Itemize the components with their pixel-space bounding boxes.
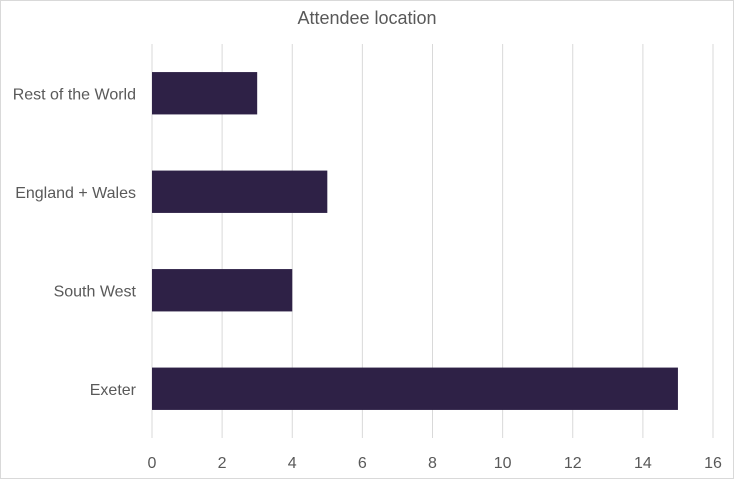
x-tick-label-14: 14 xyxy=(634,455,652,472)
category-label-exeter: Exeter xyxy=(90,382,137,399)
x-tick-label-8: 8 xyxy=(428,455,437,472)
x-tick-label-10: 10 xyxy=(494,455,512,472)
x-tick-label-12: 12 xyxy=(564,455,582,472)
x-tick-label-16: 16 xyxy=(704,455,722,472)
bar-england-wales xyxy=(152,170,328,213)
category-label-rest-of-the-world: Rest of the World xyxy=(13,86,136,103)
category-label-england-wales: England + Wales xyxy=(15,185,136,202)
category-label-south-west: South West xyxy=(54,283,137,300)
x-axis-tick-labels: 0 2 4 6 8 10 12 14 16 xyxy=(148,455,722,472)
bar-exeter xyxy=(152,367,678,410)
x-tick-label-4: 4 xyxy=(288,455,297,472)
x-tick-label-2: 2 xyxy=(218,455,227,472)
bar-south-west xyxy=(152,269,293,312)
chart-title: Attendee location xyxy=(297,8,437,28)
bars xyxy=(152,72,678,410)
x-tick-label-6: 6 xyxy=(358,455,367,472)
bar-rest-of-the-world xyxy=(152,72,258,115)
category-labels: Exeter South West England + Wales Rest of t… xyxy=(13,86,137,399)
x-tick-label-0: 0 xyxy=(148,455,157,472)
